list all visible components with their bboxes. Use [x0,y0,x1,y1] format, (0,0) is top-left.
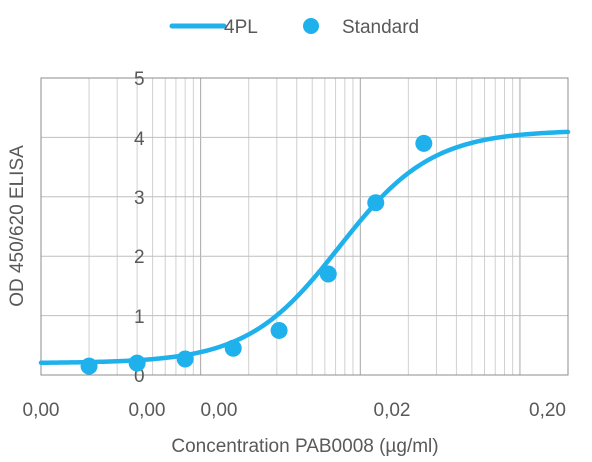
legend-label-standard: Standard [342,17,419,38]
y-tick-label: 3 [134,188,145,209]
x-axis-title: Concentration PAB0008 (µg/ml) [171,436,438,457]
legend-label-4pl: 4PL [224,17,258,38]
y-axis-title: OD 450/620 ELISA [7,145,28,307]
x-axis: 0,00 0,00 0,00 0,02 0,20 Concentration P… [23,400,566,457]
standard-point [224,339,242,357]
standard-point [415,134,433,152]
y-tick-label: 2 [134,247,145,268]
x-tick-label: 0,00 [23,400,60,421]
y-tick-label: 5 [134,69,145,90]
x-tick-label: 0,02 [374,400,411,421]
series-4pl [38,129,571,365]
fit-curve-4pl [38,129,571,365]
standard-point [270,321,288,339]
legend: 4PL Standard [169,17,419,38]
grid [40,77,569,376]
series-standard [80,134,433,375]
standard-point [319,265,337,283]
x-tick-label: 0,00 [201,400,238,421]
y-tick-label: 4 [134,129,145,150]
standard-point [80,357,98,375]
y-axis: 0 1 2 3 4 5 OD 450/620 ELISA [7,69,145,387]
legend-swatch-standard [303,18,319,34]
standard-point [128,354,146,372]
y-tick-label: 1 [134,307,145,328]
plot-area-border [40,77,569,376]
x-tick-label: 0,00 [129,400,166,421]
y-tick-label: 0 [134,366,145,387]
standard-point [367,194,385,212]
standard-point [176,350,194,368]
x-tick-label: 0,20 [529,400,566,421]
